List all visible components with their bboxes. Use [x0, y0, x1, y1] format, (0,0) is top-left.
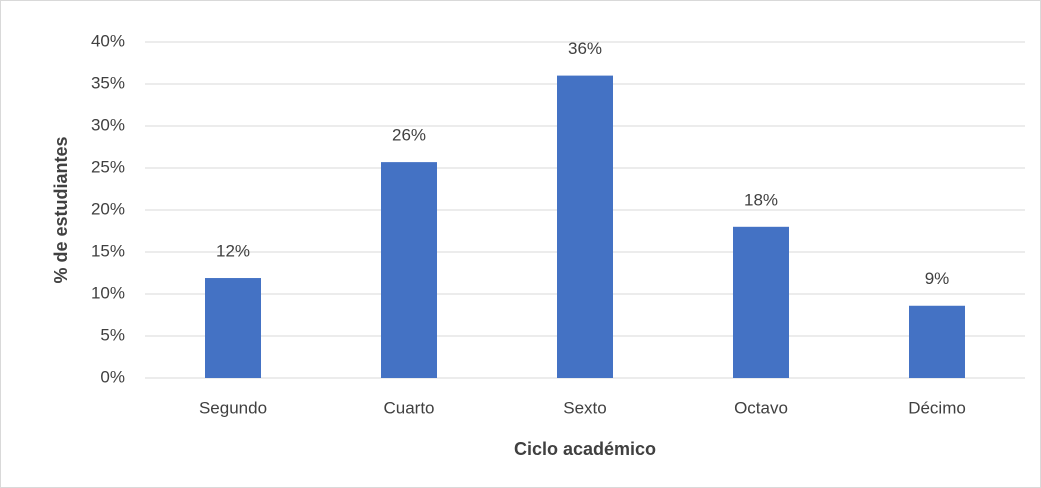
x-tick-label: Cuarto	[383, 398, 434, 417]
x-tick-label: Segundo	[199, 398, 267, 417]
bar	[733, 226, 789, 378]
y-tick-label: 0%	[100, 367, 125, 386]
bar	[205, 278, 261, 378]
y-tick-label: 25%	[91, 157, 125, 176]
y-tick-label: 35%	[91, 73, 125, 92]
data-label: 12%	[216, 242, 250, 261]
y-tick-label: 40%	[91, 31, 125, 50]
y-tick-label: 5%	[100, 325, 125, 344]
bar	[381, 162, 437, 378]
y-tick-label: 30%	[91, 115, 125, 134]
x-tick-label: Octavo	[734, 398, 788, 417]
y-axis-title: % de estudiantes	[51, 136, 71, 283]
data-label: 18%	[744, 190, 778, 209]
y-tick-label: 15%	[91, 241, 125, 260]
data-label: 36%	[568, 39, 602, 58]
x-tick-label: Décimo	[908, 398, 966, 417]
y-tick-label: 20%	[91, 199, 125, 218]
bar	[909, 305, 965, 378]
data-label: 26%	[392, 126, 426, 145]
x-axis-title: Ciclo académico	[514, 439, 656, 459]
y-tick-label: 10%	[91, 283, 125, 302]
bar	[557, 75, 613, 378]
x-tick-label: Sexto	[563, 398, 606, 417]
data-label: 9%	[925, 269, 950, 288]
